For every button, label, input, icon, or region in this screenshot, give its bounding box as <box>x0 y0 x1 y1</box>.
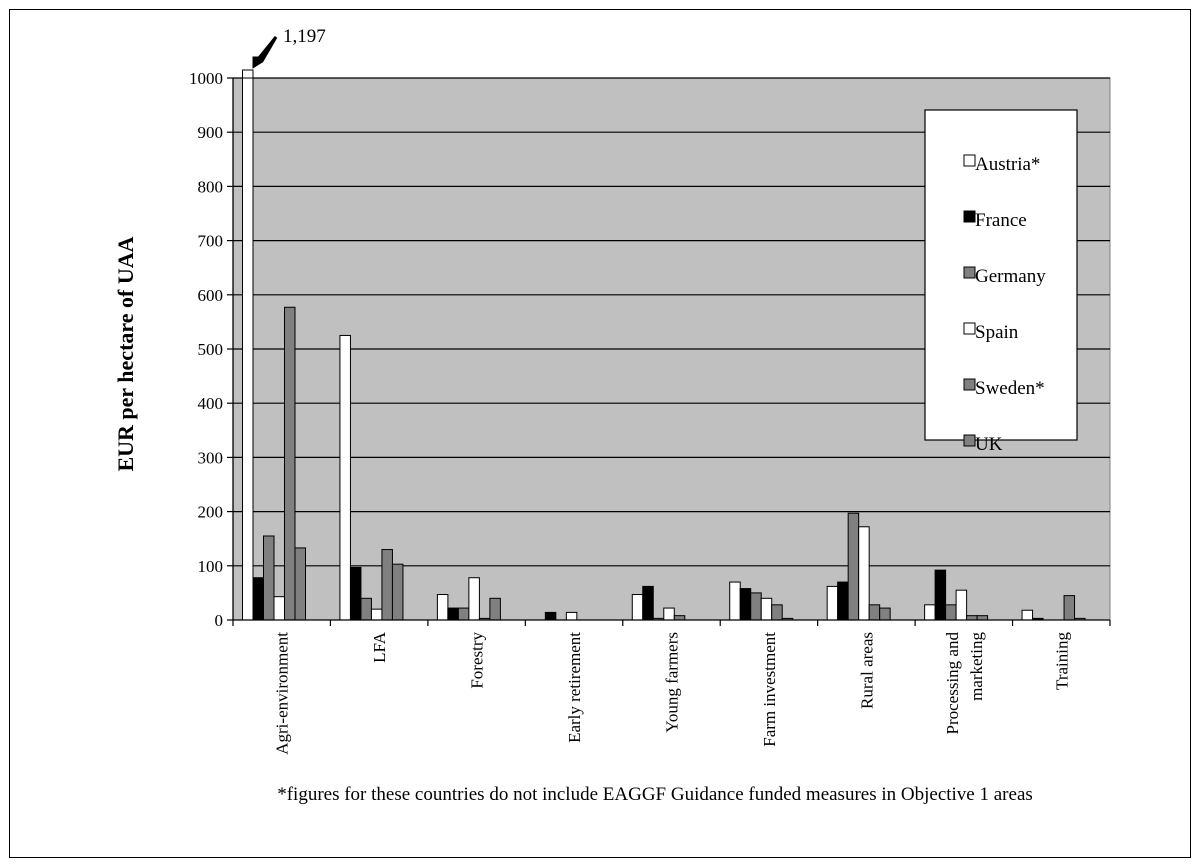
bar-austria-young-farmers <box>631 594 644 621</box>
legend-label-france: France <box>975 210 1027 231</box>
legend-swatch-france <box>963 210 976 223</box>
legend-label-germany: Germany <box>975 266 1046 287</box>
x-tick-label-training: Training <box>1052 632 1071 690</box>
legend-swatch-uk <box>963 434 976 447</box>
bar-spain-forestry <box>468 577 480 621</box>
legend-label-spain: Spain <box>975 322 1019 343</box>
legend-label-austria: Austria* <box>975 154 1040 175</box>
y-tick-label-100: 100 <box>198 557 224 576</box>
bar-sweden-farm-investment <box>771 604 783 621</box>
bar-france-processing-and-marketing <box>934 569 947 621</box>
y-tick-label-300: 300 <box>198 448 224 467</box>
bar-austria-training <box>1021 609 1034 621</box>
bar-germany-farm-investment <box>750 592 762 621</box>
bar-sweden-training <box>1063 595 1076 621</box>
y-tick-label-200: 200 <box>198 503 224 522</box>
x-tick-label-farm-investment: Farm investment <box>760 632 779 747</box>
legend-label-sweden: Sweden* <box>975 378 1045 399</box>
bar-france-early-retirement <box>544 611 557 621</box>
plot-layer: 0 100 200 300 400 500 600 700 800 900 1000 Agri-env… <box>189 36 1111 755</box>
bar-france-forestry <box>447 607 459 621</box>
bar-germany-lfa <box>360 597 372 621</box>
bar-uk-lfa <box>391 563 404 621</box>
bar-uk-forestry <box>489 597 501 621</box>
y-axis-label: EUR per hectare of UAA <box>113 236 138 471</box>
bar-austria-agri-environment <box>242 77 254 621</box>
chart-frame <box>9 9 1191 858</box>
x-tick-label-young-farmers: Young farmers <box>663 632 682 733</box>
bar-spain-agri-environment <box>273 596 285 621</box>
bar-germany-rural-areas <box>847 512 860 621</box>
bar-austria-rural-areas <box>826 585 839 621</box>
bar-germany-forestry <box>457 607 470 621</box>
legend-label-uk: UK <box>975 434 1003 455</box>
y-tick-label-800: 800 <box>198 177 224 196</box>
y-tick-label-900: 900 <box>198 123 224 142</box>
x-tick-label-lfa: LFA <box>370 631 389 663</box>
legend-swatch-sweden <box>963 378 976 391</box>
legend-swatch-germany <box>963 266 976 279</box>
bar-austria-forestry <box>436 594 449 621</box>
x-tick-label-agri-environment: Agri-environment <box>273 632 292 755</box>
bar-france-rural-areas <box>837 581 849 621</box>
x-tick-label-forestry: Forestry <box>468 632 487 689</box>
x-tick-label-rural-areas: Rural areas <box>857 632 876 709</box>
bar-sweden-rural-areas <box>868 604 881 621</box>
x-tick-label-early-retirement: Early retirement <box>565 632 584 743</box>
bar-austria-farm-investment <box>729 581 741 621</box>
bar-spain-early-retirement <box>565 611 578 621</box>
bar-spain-farm-investment <box>760 597 773 621</box>
y-tick-label-1000: 1000 <box>189 69 223 88</box>
annotation-arrow <box>252 36 278 69</box>
bar-france-lfa <box>349 566 362 621</box>
bar-austria-processing-and-marketing <box>924 604 936 621</box>
legend-swatch-spain <box>963 322 976 335</box>
bar-germany-processing-and-marketing <box>945 604 957 621</box>
x-tick-label-processing-and-marketing-2: marketing <box>967 632 986 701</box>
y-tick-label-700: 700 <box>198 232 224 251</box>
y-tick-label-400: 400 <box>198 394 224 413</box>
bar-germany-agri-environment <box>263 535 275 621</box>
bar-france-agri-environment <box>252 577 264 621</box>
bar-spain-rural-areas <box>858 526 870 621</box>
bar-sweden-processing-and-marketing <box>966 615 978 621</box>
bar-uk-rural-areas <box>879 607 891 621</box>
bar-sweden-young-farmers <box>673 615 686 621</box>
bar-france-farm-investment <box>739 588 752 621</box>
bar-spain-processing-and-marketing <box>955 589 968 621</box>
y-tick-label-600: 600 <box>198 286 224 305</box>
bar-spain-lfa <box>370 608 383 621</box>
y-tick-label-0: 0 <box>215 611 224 630</box>
legend-swatch-austria <box>963 154 976 167</box>
bar-austria-lfa <box>339 334 351 621</box>
bar-overflow-austria-agri-environment <box>242 69 254 79</box>
bar-uk-processing-and-marketing <box>976 615 989 621</box>
bar-sweden-agri-environment <box>284 306 296 621</box>
bar-france-young-farmers <box>642 585 654 621</box>
bar-sweden-lfa <box>381 549 393 621</box>
legend-box <box>924 109 1078 441</box>
annotation-1197: 1,197 <box>283 26 326 47</box>
bar-uk-agri-environment <box>294 547 306 621</box>
y-tick-label-500: 500 <box>198 340 224 359</box>
footnote: *figures for these countries do not incl… <box>277 784 1033 805</box>
bar-spain-young-farmers <box>663 607 675 621</box>
x-tick-label-processing-and-marketing-1: Processing and <box>943 632 962 735</box>
